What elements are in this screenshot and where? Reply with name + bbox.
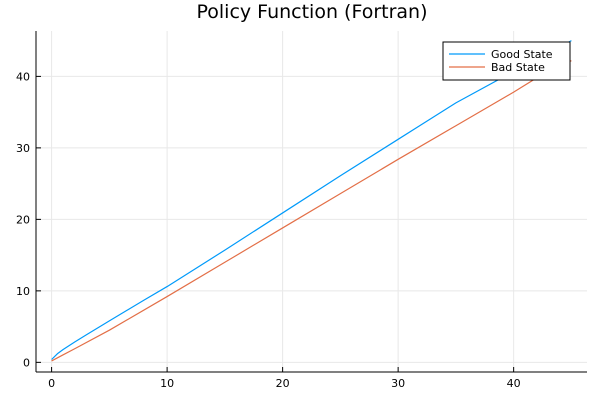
x-tick-label-10: 10 (160, 377, 174, 390)
data-series (51, 40, 572, 362)
legend-box (442, 41, 571, 81)
y-tick-label-20: 20 (16, 213, 30, 226)
x-tick-label-30: 30 (391, 377, 405, 390)
legend-label-good-state: Good State (491, 48, 553, 61)
legend-label-bad-state: Bad State (491, 61, 545, 74)
y-tick-label-0: 0 (23, 356, 30, 369)
series-line-good-state (51, 40, 572, 360)
axes (35, 31, 587, 373)
series-line-bad-state (51, 60, 572, 362)
x-tick-label-20: 20 (276, 377, 290, 390)
x-tick-label-40: 40 (507, 377, 521, 390)
y-tick-label-40: 40 (16, 70, 30, 83)
chart-title: Policy Function (Fortran) (196, 1, 427, 23)
y-tick-label-10: 10 (16, 285, 30, 298)
gridlines (36, 31, 587, 372)
x-tick-label-0: 0 (48, 377, 55, 390)
tick-labels: 0 10 20 30 40 0 10 20 30 40 (16, 70, 521, 390)
y-tick-label-30: 30 (16, 142, 30, 155)
